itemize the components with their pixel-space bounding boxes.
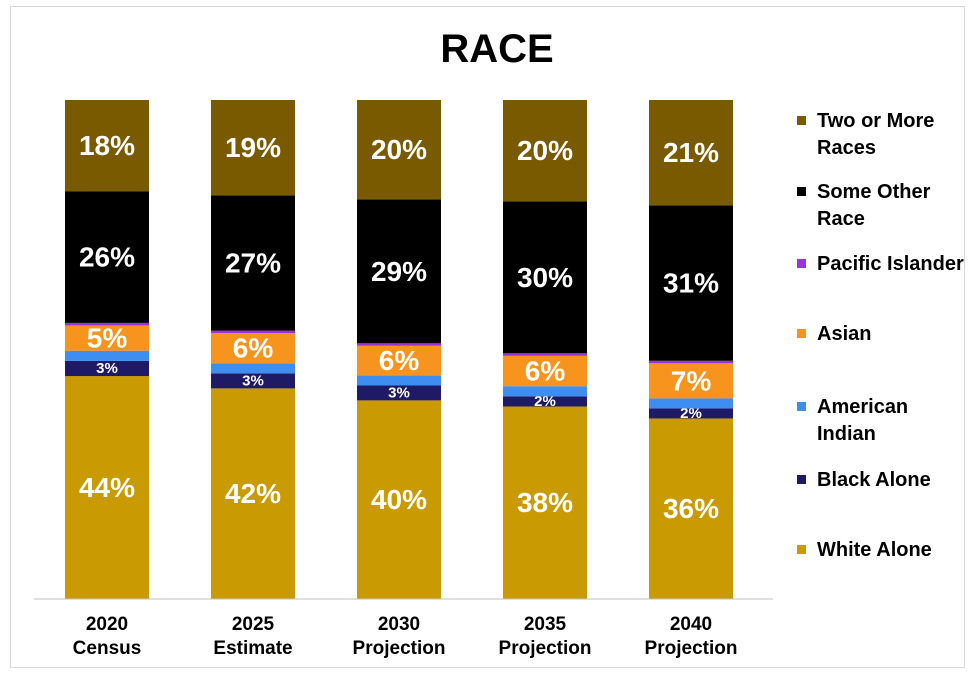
legend-label-asian: Asian (817, 323, 871, 345)
data-label-black-alone-2020-census: 3% (96, 360, 118, 377)
data-label-two-or-more-races-2030-projection: 20% (371, 134, 427, 165)
legend-label-american-indian: American Indian (817, 396, 908, 445)
legend-swatch-asian (797, 329, 806, 338)
bar-segment-two-or-more-races-2030-projection (357, 100, 441, 200)
legend: Two or More Races Some Other Race Pacific Is… (797, 110, 964, 561)
bar-segment-white-alone-2030-projection (357, 400, 441, 599)
bar-segment-two-or-more-races-2020-census (65, 100, 149, 192)
bar-segment-white-alone-2035-projection (503, 406, 587, 599)
x-tick-label-2030-projection: 2030 Projection (353, 614, 446, 659)
x-tick-label-2025-estimate: 2025 Estimate (213, 614, 292, 659)
data-label-white-alone-2020-census: 44% (79, 472, 135, 503)
data-label-two-or-more-races-2020-census: 18% (79, 130, 135, 161)
chart-title: RACE (440, 27, 553, 71)
bar-segment-two-or-more-races-2035-projection (503, 100, 587, 202)
bar-segment-asian-2040-projection (649, 363, 733, 399)
bar-segment-white-alone-2040-projection (649, 418, 733, 599)
bar-segment-some-other-race-2030-projection (357, 199, 441, 344)
bar-segment-white-alone-2025-estimate (211, 388, 295, 599)
data-label-two-or-more-races-2040-projection: 21% (663, 137, 719, 168)
x-axis-ticks: 2020 Census 2025 Estimate 2030 Projection 2035… (73, 614, 738, 659)
bar-segment-some-other-race-2020-census (65, 191, 149, 323)
data-label-asian-2035-projection: 6% (525, 356, 566, 387)
bar-segment-black-alone-2020-census (65, 360, 149, 377)
legend-label-black-alone: Black Alone (817, 469, 931, 491)
bar-segment-black-alone-2035-projection (503, 396, 587, 407)
x-tick-label-2020-census: 2020 Census (73, 614, 142, 659)
data-label-black-alone-2035-projection: 2% (534, 393, 556, 410)
data-label-some-other-race-2020-census: 26% (79, 242, 135, 273)
legend-swatch-pacific-islander (797, 259, 806, 268)
bar-segment-american-indian-2030-projection (357, 375, 441, 386)
bar-segment-pacific-islander-2030-projection (357, 343, 441, 346)
legend-swatch-black-alone (797, 475, 806, 484)
x-tick-label-2040-projection: 2040 Projection (645, 614, 738, 659)
x-tick-label-2035-projection: 2035 Projection (499, 614, 592, 659)
bar-segment-black-alone-2030-projection (357, 385, 441, 401)
bar-segment-american-indian-2020-census (65, 350, 149, 361)
bar-segment-pacific-islander-2025-estimate (211, 330, 295, 334)
bars-group: 44% 3% 5% 26% 18% 42% 3% 6% 27% 19% 40% 3% 6% 29% 20% 3… (65, 100, 733, 599)
bar-segment-white-alone-2020-census (65, 376, 149, 599)
bar-segment-some-other-race-2025-estimate (211, 195, 295, 331)
bar-segment-black-alone-2025-estimate (211, 373, 295, 389)
bar-segment-american-indian-2025-estimate (211, 363, 295, 374)
bar-segment-black-alone-2040-projection (649, 408, 733, 419)
data-label-some-other-race-2030-projection: 29% (371, 256, 427, 287)
bar-segment-some-other-race-2035-projection (503, 201, 587, 354)
legend-swatch-some-other-race (797, 187, 806, 196)
data-label-asian-2030-projection: 6% (379, 345, 420, 376)
bar-segment-pacific-islander-2020-census (65, 322, 149, 326)
data-label-two-or-more-races-2035-projection: 20% (517, 135, 573, 166)
legend-label-pacific-islander: Pacific Islander (817, 253, 964, 275)
data-label-black-alone-2040-projection: 2% (680, 405, 702, 422)
bar-segment-pacific-islander-2035-projection (503, 353, 587, 356)
data-label-asian-2020-census: 5% (87, 323, 128, 354)
bar-segment-asian-2025-estimate (211, 333, 295, 364)
bar-segment-pacific-islander-2040-projection (649, 360, 733, 364)
legend-swatch-two-or-more-races (797, 116, 806, 125)
bar-segment-american-indian-2035-projection (503, 386, 587, 397)
data-label-some-other-race-2040-projection: 31% (663, 268, 719, 299)
data-label-black-alone-2025-estimate: 3% (242, 372, 264, 389)
data-label-some-other-race-2035-projection: 30% (517, 262, 573, 293)
legend-swatch-american-indian (797, 402, 806, 411)
legend-swatch-white-alone (797, 545, 806, 554)
bar-segment-asian-2035-projection (503, 355, 587, 387)
bar-segment-asian-2020-census (65, 325, 149, 351)
bar-segment-two-or-more-races-2040-projection (649, 100, 733, 206)
data-label-some-other-race-2025-estimate: 27% (225, 247, 281, 278)
legend-label-some-other-race: Some Other Race (817, 181, 931, 230)
data-label-white-alone-2025-estimate: 42% (225, 478, 281, 509)
bar-segment-two-or-more-races-2025-estimate (211, 100, 295, 196)
data-label-two-or-more-races-2025-estimate: 19% (225, 132, 281, 163)
data-label-asian-2025-estimate: 6% (233, 333, 274, 364)
data-label-white-alone-2035-projection: 38% (517, 487, 573, 518)
data-label-black-alone-2030-projection: 3% (388, 384, 410, 401)
legend-label-white-alone: White Alone (817, 539, 932, 561)
data-label-white-alone-2040-projection: 36% (663, 493, 719, 524)
bar-segment-asian-2030-projection (357, 345, 441, 376)
data-label-asian-2040-projection: 7% (671, 365, 712, 396)
bar-segment-some-other-race-2040-projection (649, 205, 733, 361)
bar-segment-american-indian-2040-projection (649, 398, 733, 409)
data-label-white-alone-2030-projection: 40% (371, 484, 427, 515)
legend-label-two-or-more-races: Two or More Races (817, 110, 934, 159)
